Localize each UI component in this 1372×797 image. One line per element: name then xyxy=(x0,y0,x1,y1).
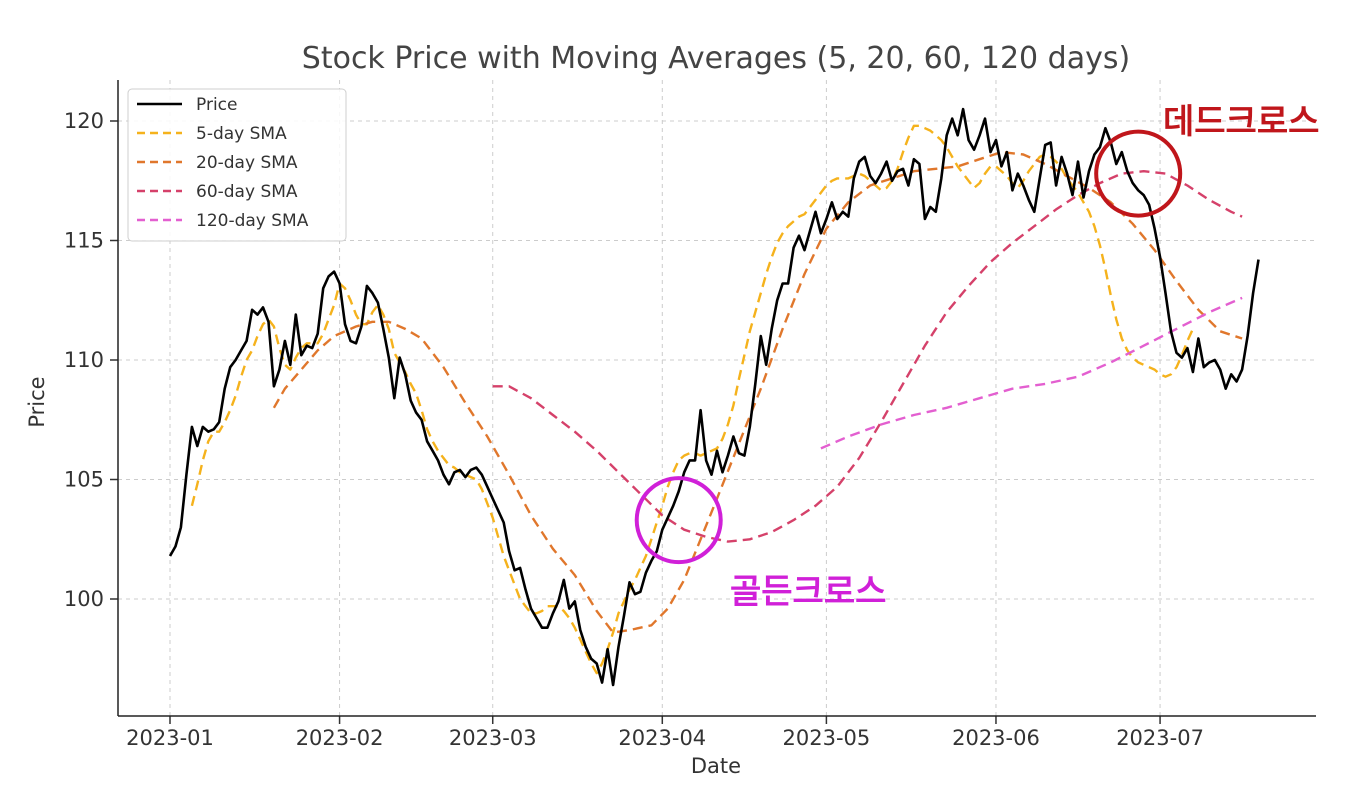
x-tick-label: 2023-03 xyxy=(449,726,537,750)
axes-layer: 100 105 110 115 120 2023-01 2023-02 2023-03 2023… xyxy=(64,80,1316,750)
x-tick-label: 2023-02 xyxy=(296,726,384,750)
series-line-60-day-sma xyxy=(492,170,1243,543)
legend-label: 60-day SMA xyxy=(196,182,298,202)
golden-cross-circle xyxy=(634,476,723,565)
dead-cross-circle xyxy=(1094,129,1183,218)
y-tick-label: 120 xyxy=(64,109,104,133)
y-tick-label: 110 xyxy=(64,348,104,372)
x-tick-label: 2023-04 xyxy=(618,726,706,750)
y-tick-label: 115 xyxy=(64,229,104,253)
golden-cross-label: 골든크로스 xyxy=(730,572,886,612)
y-axis-label: Price xyxy=(25,376,49,427)
x-tick-label: 2023-06 xyxy=(952,726,1040,750)
x-axis-label: Date xyxy=(691,754,741,778)
series-line-price xyxy=(168,107,1260,687)
series-layer xyxy=(168,107,1260,687)
x-tick-label: 2023-01 xyxy=(126,726,214,750)
legend: Price 5-day SMA 20-day SMA 60-day SMA 120-da… xyxy=(127,88,347,242)
legend-label: 20-day SMA xyxy=(196,153,298,173)
chart-title: Stock Price with Moving Averages (5, 20,… xyxy=(302,41,1130,76)
legend-label: Price xyxy=(196,95,237,115)
dead-cross-label: 데드크로스 xyxy=(1163,102,1319,142)
legend-box xyxy=(127,88,347,242)
legend-label: 5-day SMA xyxy=(196,124,287,144)
x-tick-label: 2023-07 xyxy=(1116,726,1204,750)
y-tick-label: 100 xyxy=(64,587,104,611)
y-tick-label: 105 xyxy=(64,468,104,492)
x-tick-label: 2023-05 xyxy=(783,726,871,750)
legend-label: 120-day SMA xyxy=(196,211,309,231)
